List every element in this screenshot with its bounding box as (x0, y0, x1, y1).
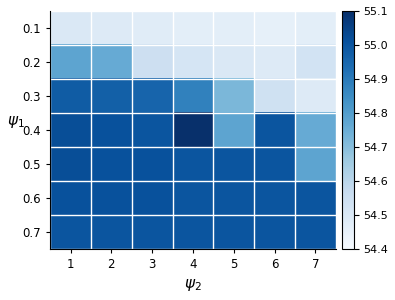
X-axis label: $\psi_2$: $\psi_2$ (184, 277, 202, 293)
Y-axis label: $\psi_1$: $\psi_1$ (7, 114, 25, 130)
